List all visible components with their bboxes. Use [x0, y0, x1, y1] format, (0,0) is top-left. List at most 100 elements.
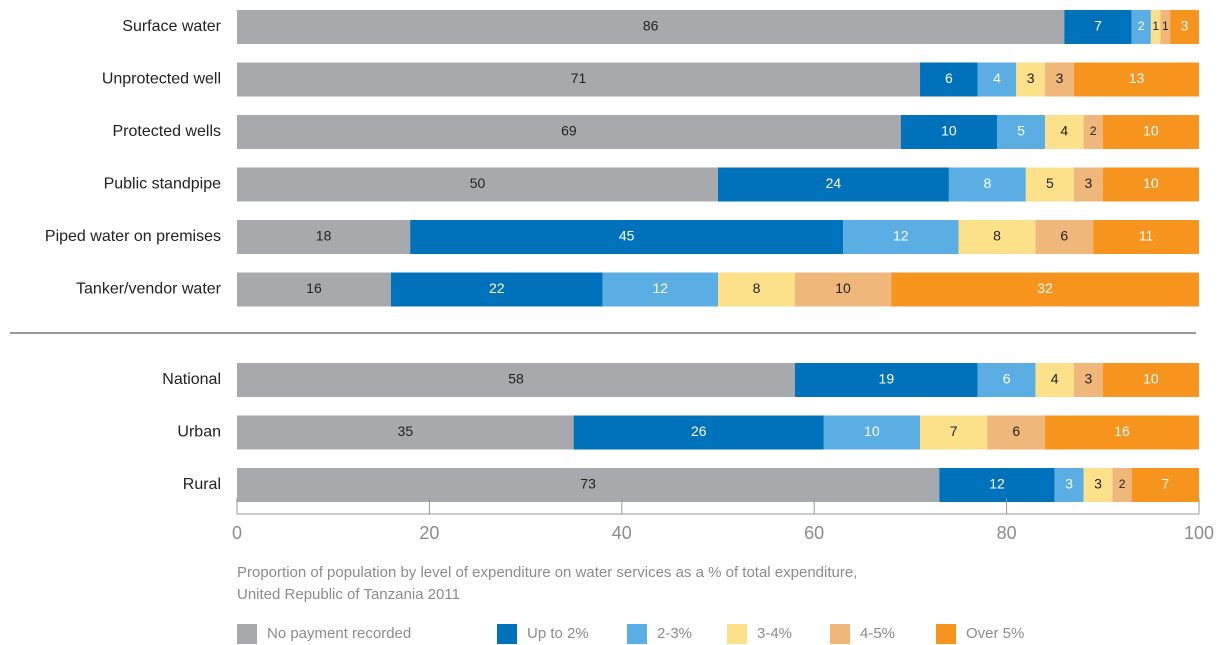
value-label: 1 [1162, 19, 1169, 33]
bar-segment [237, 10, 1065, 44]
value-label: 12 [989, 476, 1005, 492]
value-label: 6 [1003, 371, 1011, 387]
legend-swatch [497, 624, 517, 644]
value-label: 32 [1037, 280, 1053, 296]
bar-segment [1045, 62, 1074, 97]
bar-segment [237, 468, 940, 502]
legend-label: No payment recorded [267, 625, 411, 642]
value-label: 7 [1094, 18, 1102, 34]
value-label: 6 [1012, 423, 1020, 439]
value-label: 50 [470, 175, 486, 191]
value-label: 10 [1143, 371, 1159, 387]
bar-segment [1093, 220, 1199, 254]
value-label: 24 [826, 175, 842, 191]
bar-segment [920, 62, 978, 97]
value-label: 8 [753, 280, 761, 296]
x-tick-label: 60 [804, 523, 824, 543]
bar-segment [237, 115, 901, 149]
value-label: 4 [1051, 371, 1059, 387]
bar-segment [843, 220, 959, 254]
bar-segment [920, 415, 988, 450]
category-label: National [162, 371, 221, 388]
value-label: 8 [983, 175, 991, 191]
value-label: 6 [1060, 228, 1068, 244]
legend-swatch [627, 624, 647, 644]
legend-label: Up to 2% [527, 625, 589, 642]
x-axis-label: Proportion of population by level of exp… [237, 564, 857, 581]
value-label: 10 [941, 123, 957, 139]
value-label: 22 [489, 280, 505, 296]
bar-segment [1035, 220, 1094, 254]
x-tick-label: 0 [232, 523, 242, 543]
value-label: 10 [864, 423, 880, 439]
legend-swatch [830, 624, 850, 644]
value-label: 18 [316, 228, 332, 244]
x-tick-label: 100 [1184, 523, 1214, 543]
bar-segment [1131, 10, 1151, 44]
bar-segment [237, 272, 391, 307]
value-label: 7 [1161, 476, 1169, 492]
legend-swatch [237, 624, 257, 644]
value-label: 19 [879, 371, 895, 387]
value-label: 2 [1119, 477, 1126, 491]
legend-label: 2-3% [657, 625, 692, 642]
bar-segment [1160, 10, 1171, 44]
bar-segment [1073, 62, 1199, 97]
bar-segment [1102, 115, 1199, 149]
bar-segment [1131, 468, 1199, 502]
x-tick-label: 40 [612, 523, 632, 543]
bar-segment [900, 115, 997, 149]
value-label: 4 [993, 70, 1001, 86]
value-label: 5 [1017, 123, 1025, 139]
value-label: 69 [561, 123, 577, 139]
legend-label: 3-4% [757, 625, 792, 642]
value-label: 35 [398, 423, 414, 439]
bar-segment [237, 363, 795, 397]
x-tick-label: 20 [419, 523, 439, 543]
category-label: Piped water on premises [45, 228, 221, 245]
value-label: 3 [1056, 70, 1064, 86]
category-label: Rural [183, 476, 221, 493]
bar-segment [891, 272, 1199, 307]
value-label: 16 [1114, 423, 1130, 439]
value-label: 6 [945, 70, 953, 86]
bar-segment [1102, 167, 1199, 202]
bar-segment [794, 363, 978, 397]
legend-label: Over 5% [966, 625, 1024, 642]
bar-segment [1102, 363, 1199, 397]
bar-segment [602, 272, 718, 307]
value-label: 3 [1181, 18, 1189, 34]
legend-swatch [936, 624, 956, 644]
value-label: 10 [1143, 123, 1159, 139]
bar-segment [237, 415, 574, 450]
category-label: Protected wells [113, 123, 222, 140]
value-label: 7 [950, 423, 958, 439]
category-label: Urban [177, 424, 221, 441]
value-label: 1 [1152, 19, 1159, 33]
value-label: 3 [1094, 476, 1102, 492]
bar-segment [977, 62, 1017, 97]
x-axis-label: United Republic of Tanzania 2011 [237, 586, 460, 603]
value-label: 3 [1084, 175, 1092, 191]
bar-segment [1150, 10, 1161, 44]
bar-segment [1045, 415, 1199, 450]
bar-segment [390, 272, 603, 307]
value-label: 2 [1090, 124, 1097, 138]
bar-segment [1083, 468, 1113, 502]
bar-segment [1054, 468, 1084, 502]
value-label: 3 [1027, 70, 1035, 86]
bar-segment [823, 415, 921, 450]
value-label: 16 [306, 280, 322, 296]
value-label: 45 [619, 228, 635, 244]
x-tick-label: 80 [997, 523, 1017, 543]
value-label: 12 [652, 280, 668, 296]
value-label: 26 [691, 423, 707, 439]
bar-segment [1170, 10, 1199, 44]
bar-segment [410, 220, 844, 254]
bar-segment [1073, 363, 1103, 397]
bar-segment [1025, 167, 1074, 202]
bar-segment [958, 220, 1036, 254]
bar-segment [948, 167, 1026, 202]
bar-segment [1045, 115, 1084, 149]
